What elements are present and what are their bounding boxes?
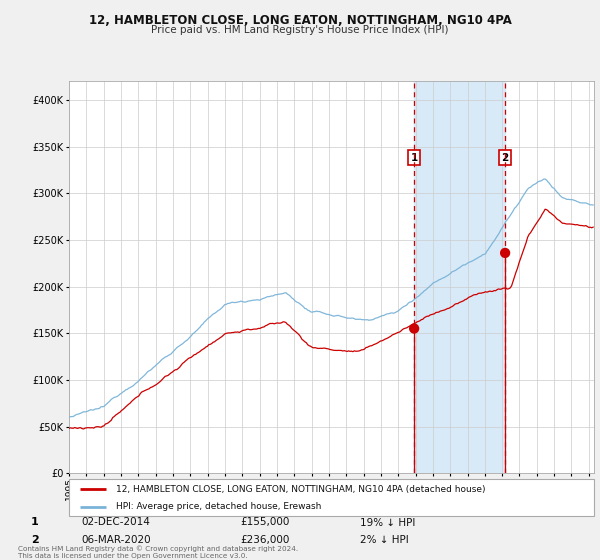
Text: Price paid vs. HM Land Registry's House Price Index (HPI): Price paid vs. HM Land Registry's House … (151, 25, 449, 35)
Text: 1: 1 (31, 517, 38, 528)
FancyBboxPatch shape (69, 479, 594, 516)
Text: 2% ↓ HPI: 2% ↓ HPI (360, 535, 409, 545)
Point (409, 324, 419, 333)
Text: 1: 1 (410, 153, 418, 163)
Text: 06-MAR-2020: 06-MAR-2020 (81, 535, 151, 545)
Text: £155,000: £155,000 (240, 517, 289, 528)
Text: 2: 2 (502, 153, 509, 163)
Text: 12, HAMBLETON CLOSE, LONG EATON, NOTTINGHAM, NG10 4PA: 12, HAMBLETON CLOSE, LONG EATON, NOTTING… (89, 14, 511, 27)
Text: £236,000: £236,000 (240, 535, 289, 545)
Text: 02-DEC-2014: 02-DEC-2014 (81, 517, 150, 528)
Bar (414, 81, 505, 473)
Text: 12, HAMBLETON CLOSE, LONG EATON, NOTTINGHAM, NG10 4PA (detached house): 12, HAMBLETON CLOSE, LONG EATON, NOTTING… (116, 485, 486, 494)
Text: Contains HM Land Registry data © Crown copyright and database right 2024.
This d: Contains HM Land Registry data © Crown c… (18, 545, 298, 559)
Text: HPI: Average price, detached house, Erewash: HPI: Average price, detached house, Erew… (116, 502, 322, 511)
Point (500, 249, 510, 258)
Text: 19% ↓ HPI: 19% ↓ HPI (360, 517, 415, 528)
Text: 2: 2 (31, 535, 38, 545)
